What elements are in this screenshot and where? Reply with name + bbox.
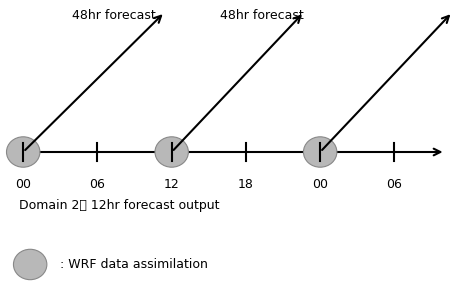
Text: 06: 06 bbox=[89, 178, 105, 191]
Text: Domain 2의 12hr forecast output: Domain 2의 12hr forecast output bbox=[19, 199, 219, 212]
Text: 48hr forecast: 48hr forecast bbox=[72, 9, 155, 22]
Text: 18: 18 bbox=[238, 178, 253, 191]
Ellipse shape bbox=[13, 249, 47, 280]
Text: : WRF data assimilation: : WRF data assimilation bbox=[60, 258, 208, 271]
Text: 06: 06 bbox=[386, 178, 401, 191]
Ellipse shape bbox=[155, 137, 188, 167]
Ellipse shape bbox=[6, 137, 40, 167]
Text: 00: 00 bbox=[15, 178, 31, 191]
Text: 12: 12 bbox=[163, 178, 179, 191]
Text: 00: 00 bbox=[312, 178, 327, 191]
Text: 48hr forecast: 48hr forecast bbox=[220, 9, 303, 22]
Ellipse shape bbox=[303, 137, 336, 167]
